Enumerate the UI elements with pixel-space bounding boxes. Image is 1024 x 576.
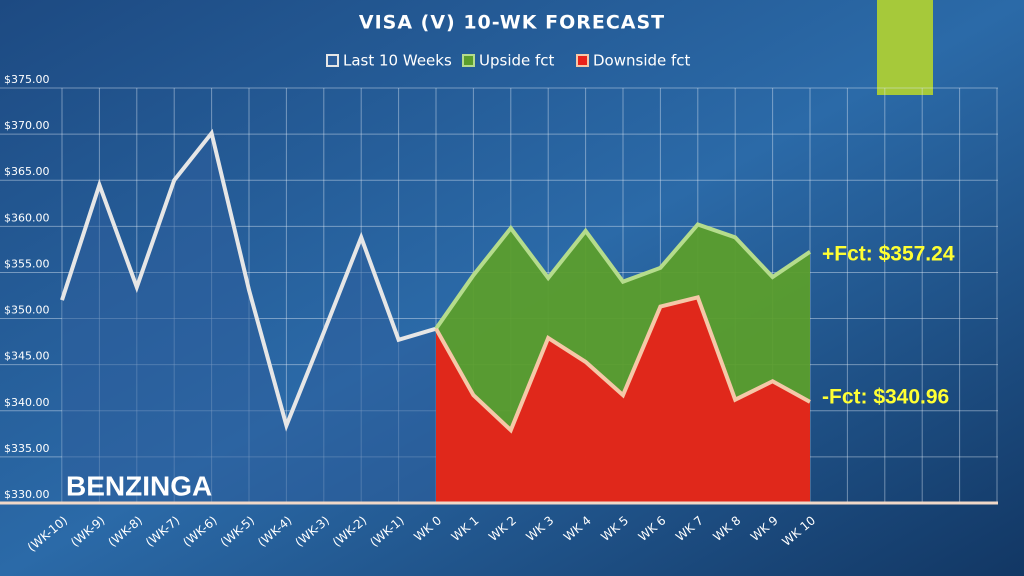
legend-label: Last 10 Weeks bbox=[343, 52, 452, 70]
legend-label: Downside fct bbox=[593, 52, 691, 70]
annotation: +Fct: $357.24 bbox=[822, 243, 955, 266]
legend-swatch bbox=[462, 54, 475, 67]
y-tick-label: $345.00 bbox=[4, 350, 50, 363]
y-tick-label: $365.00 bbox=[4, 165, 50, 178]
y-tick-label: $340.00 bbox=[4, 396, 50, 409]
y-tick-label: $375.00 bbox=[4, 73, 50, 86]
legend-label: Upside fct bbox=[479, 52, 555, 70]
y-tick-label: $335.00 bbox=[4, 442, 50, 455]
series-line bbox=[434, 222, 812, 330]
series-line bbox=[434, 294, 811, 434]
y-tick-label: $370.00 bbox=[4, 119, 50, 132]
y-tick-label: $350.00 bbox=[4, 304, 50, 317]
plot: $330.00 $335.00 $340.00 $345.00 $350.00 $355.… bbox=[0, 73, 998, 554]
y-tick-label: $355.00 bbox=[4, 257, 50, 270]
legend-swatch bbox=[576, 54, 589, 67]
y-tick-label: $330.00 bbox=[4, 488, 50, 501]
annotation: -Fct: $340.96 bbox=[822, 386, 949, 409]
area bbox=[62, 133, 436, 503]
series-line bbox=[60, 128, 437, 432]
legend: Last 10 Weeks Upside fct Downside fct bbox=[326, 52, 691, 70]
legend-swatch bbox=[326, 54, 339, 67]
y-tick-label: $360.00 bbox=[4, 211, 50, 224]
logo: BENZINGA bbox=[66, 470, 212, 501]
chart-title: VISA (V) 10-WK FORECAST bbox=[359, 12, 665, 34]
accent-block bbox=[877, 0, 933, 95]
